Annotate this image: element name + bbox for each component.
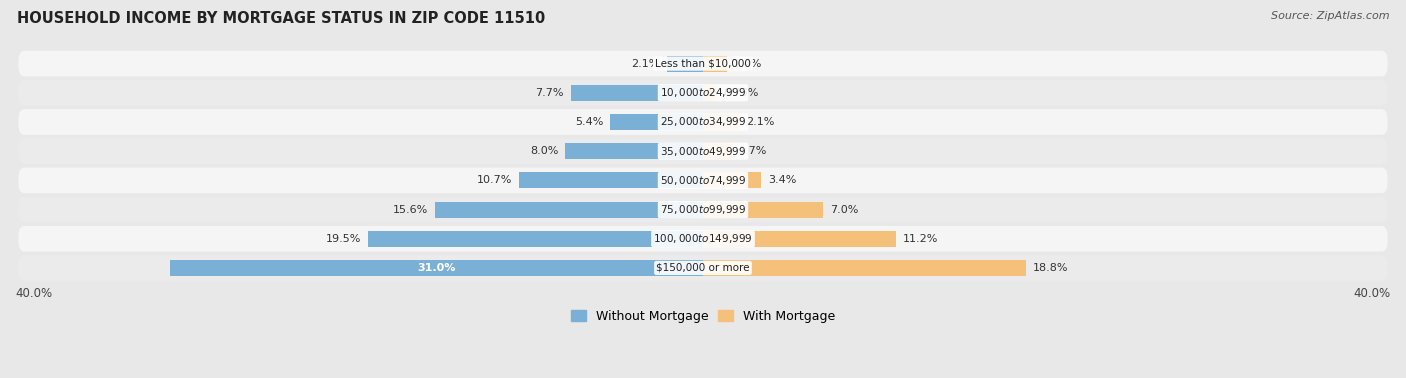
Text: $75,000 to $99,999: $75,000 to $99,999 bbox=[659, 203, 747, 216]
Bar bbox=[703, 201, 824, 218]
Bar bbox=[367, 231, 703, 247]
Text: $10,000 to $24,999: $10,000 to $24,999 bbox=[659, 86, 747, 99]
Text: 3.4%: 3.4% bbox=[768, 175, 797, 185]
Text: $25,000 to $34,999: $25,000 to $34,999 bbox=[659, 116, 747, 129]
FancyBboxPatch shape bbox=[18, 197, 1388, 222]
Text: $35,000 to $49,999: $35,000 to $49,999 bbox=[659, 145, 747, 158]
Bar bbox=[565, 143, 703, 159]
Text: 5.4%: 5.4% bbox=[575, 117, 603, 127]
Text: 1.4%: 1.4% bbox=[734, 59, 762, 69]
FancyBboxPatch shape bbox=[18, 226, 1388, 252]
FancyBboxPatch shape bbox=[18, 51, 1388, 76]
Text: $50,000 to $74,999: $50,000 to $74,999 bbox=[659, 174, 747, 187]
Text: 11.2%: 11.2% bbox=[903, 234, 938, 244]
FancyBboxPatch shape bbox=[18, 255, 1388, 281]
FancyBboxPatch shape bbox=[18, 167, 1388, 193]
FancyBboxPatch shape bbox=[18, 109, 1388, 135]
Text: 0.76%: 0.76% bbox=[723, 88, 758, 98]
Bar bbox=[703, 260, 1026, 276]
Text: 18.8%: 18.8% bbox=[1033, 263, 1069, 273]
Bar bbox=[703, 231, 896, 247]
Text: 7.0%: 7.0% bbox=[831, 204, 859, 215]
Text: 40.0%: 40.0% bbox=[15, 287, 52, 300]
Text: 31.0%: 31.0% bbox=[418, 263, 456, 273]
Bar bbox=[703, 143, 733, 159]
Bar bbox=[571, 85, 703, 101]
Bar bbox=[703, 114, 740, 130]
Text: 40.0%: 40.0% bbox=[1354, 287, 1391, 300]
Bar bbox=[610, 114, 703, 130]
Text: 1.7%: 1.7% bbox=[740, 146, 768, 156]
Text: 19.5%: 19.5% bbox=[325, 234, 361, 244]
Text: 10.7%: 10.7% bbox=[477, 175, 512, 185]
Text: 8.0%: 8.0% bbox=[530, 146, 558, 156]
Bar bbox=[170, 260, 703, 276]
Text: 2.1%: 2.1% bbox=[631, 59, 659, 69]
Bar bbox=[666, 56, 703, 72]
Text: 2.1%: 2.1% bbox=[747, 117, 775, 127]
Legend: Without Mortgage, With Mortgage: Without Mortgage, With Mortgage bbox=[565, 305, 841, 328]
Bar bbox=[703, 56, 727, 72]
Text: Less than $10,000: Less than $10,000 bbox=[655, 59, 751, 69]
Text: Source: ZipAtlas.com: Source: ZipAtlas.com bbox=[1271, 11, 1389, 21]
Text: HOUSEHOLD INCOME BY MORTGAGE STATUS IN ZIP CODE 11510: HOUSEHOLD INCOME BY MORTGAGE STATUS IN Z… bbox=[17, 11, 546, 26]
Bar bbox=[434, 201, 703, 218]
Text: 15.6%: 15.6% bbox=[392, 204, 427, 215]
Bar bbox=[703, 85, 716, 101]
Text: $150,000 or more: $150,000 or more bbox=[657, 263, 749, 273]
FancyBboxPatch shape bbox=[18, 80, 1388, 105]
Text: 7.7%: 7.7% bbox=[536, 88, 564, 98]
Text: $100,000 to $149,999: $100,000 to $149,999 bbox=[654, 232, 752, 245]
Bar bbox=[703, 172, 762, 188]
FancyBboxPatch shape bbox=[18, 138, 1388, 164]
Bar bbox=[519, 172, 703, 188]
